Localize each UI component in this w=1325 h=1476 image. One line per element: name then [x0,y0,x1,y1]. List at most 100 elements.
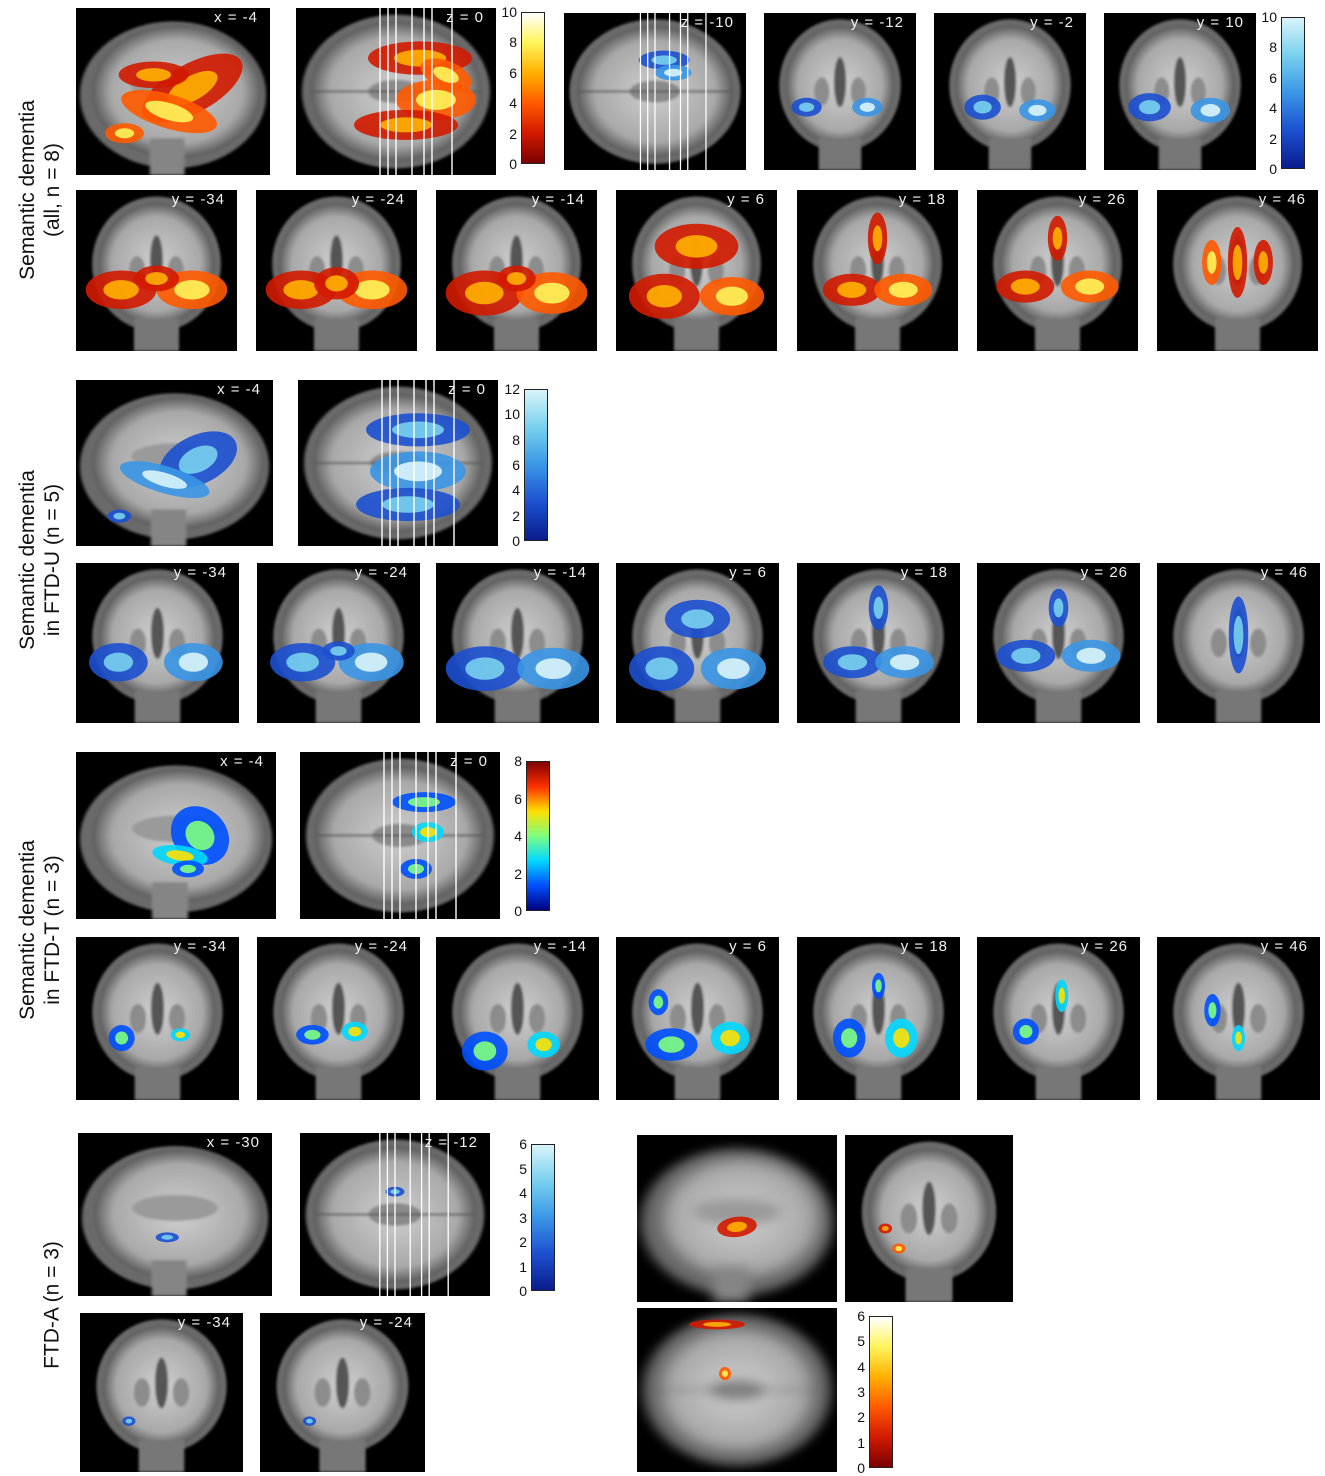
activation-blob-core [681,609,714,629]
activation-blob-core [1011,647,1041,664]
activation-blob-core [167,70,218,106]
brain-anatomy [452,569,583,723]
colorbar-tick-label: 6 [514,790,522,807]
brain-slice-svg [861,1141,997,1302]
activation-blob-core [1053,598,1064,618]
activation-overlay [270,641,404,682]
slice-coordinate-label: y = 10 [1196,14,1244,31]
slice-coordinate-label: z = 0 [446,9,484,26]
activation-overlay [462,1031,560,1071]
brain-slice-svg [813,943,944,1100]
brain-slice-panel: z = -12 [300,1133,490,1296]
brain-slice-svg [302,8,490,175]
brain-anatomy [632,943,763,1100]
activation-blob-core [178,652,209,672]
colorbar-tick-label: 2 [1269,130,1277,147]
activation-blob-core [1206,251,1217,274]
brain-slice-svg [81,1146,269,1296]
brain-slice-panel: y = 6 [616,937,779,1100]
brain-anatomy [81,1146,269,1296]
activation-overlay [89,643,223,682]
brain-slice-svg [813,196,942,351]
activation-blob-core [658,1036,685,1053]
activation-blob-core [125,1418,133,1424]
brain-slice-svg [276,1319,409,1472]
brain-anatomy [632,196,761,351]
activation-blob-core [841,1028,858,1048]
activation-overlay [107,431,238,523]
brain-slice-svg [949,19,1071,170]
slice-coordinate-label: z = 0 [448,381,486,398]
activation-overlay [717,1216,757,1238]
activation-blob-core [286,652,319,672]
activation-blob-core [1208,1002,1217,1019]
brain-anatomy [779,19,901,170]
row-label-line: (all, n = 8) [41,143,64,237]
colorbar-tick-label: 2 [857,1409,865,1426]
brain-slice-panel: y = 46 [1157,563,1320,723]
slice-coordinate-label: y = 46 [1260,938,1308,955]
colorbar-tick-label: 6 [519,1136,527,1152]
brain-slice-panel: y = -24 [256,190,417,351]
brain-slice-panel: y = 46 [1157,937,1320,1100]
colorbar-tick-label: 0 [514,903,522,919]
brain-slice-svg [445,196,588,351]
activation-blob-core [416,89,456,110]
slice-position-lines [379,1133,449,1296]
activation-blob-core [464,281,504,305]
activation-blob-core [465,657,505,680]
activation-overlay [1202,227,1273,298]
slice-coordinate-label: y = -14 [533,938,587,955]
activation-blob-core [304,1029,321,1040]
slice-coordinate-label: y = -24 [354,564,408,581]
brain-anatomy [92,943,223,1100]
slice-coordinate-label: y = -14 [531,191,585,208]
activation-blob-core [859,102,875,112]
brain-anatomy [861,1141,997,1302]
activation-blob-core [348,1026,362,1037]
activation-blob-core [727,1221,747,1232]
activation-blob-core [354,280,390,300]
slice-coordinate-label: y = 6 [729,564,767,581]
colorbar-tick-label: 2 [512,507,520,524]
colorbar-legend: 10 8 6 4 2 0 [495,5,547,171]
colorbar-gradient [1281,17,1305,169]
brain-slice-panel: y = 18 [797,937,960,1100]
brain-slice-svg [1119,19,1241,170]
brain-slice-panel: y = 26 [977,190,1138,351]
activation-blob-core [1233,615,1244,655]
activation-blob-core [325,275,348,292]
activation-blob-core [837,654,868,671]
brain-slice-panel: y = 26 [977,937,1140,1100]
activation-blob-core [175,1031,186,1039]
activation-overlay [996,215,1119,303]
activation-blob-core [1258,251,1269,274]
brain-slice-svg [85,196,228,351]
colorbar-tick-label: 6 [1269,69,1277,86]
brain-slice-panel: y = -14 [436,937,599,1100]
activation-blob-core [664,68,683,77]
brain-slice-svg [304,380,492,546]
brain-slice-svg [569,13,741,170]
row-label-sd-ftdu: Semantic dementia in FTD-U (n = 5) [15,470,65,650]
brain-slice-svg [452,943,583,1100]
colorbar-tick-label: 0 [519,1283,527,1299]
brain-slice-svg [1173,569,1304,723]
slice-position-lines [383,752,457,919]
activation-blob-core [888,281,918,298]
activation-blob-core [380,117,432,133]
brain-slice-panel: y = -24 [260,1313,425,1472]
activation-blob-core [973,100,992,114]
slice-coordinate-label: y = -14 [533,564,587,581]
brain-slice-svg [643,1314,831,1466]
activation-overlay [85,265,228,310]
colorbar-tick-label: 0 [1269,161,1277,177]
brain-slice-svg [641,1148,833,1302]
brain-slice-panel: y = 6 [616,563,779,723]
brain-slice-svg [306,752,494,919]
row-label-ftda: FTD-A (n = 3) [40,1241,65,1369]
activation-blob-core [145,100,194,123]
brain-slice-panel [845,1135,1013,1302]
row-label-line: Semantic dementia [16,100,39,280]
activation-overlay [832,972,918,1058]
